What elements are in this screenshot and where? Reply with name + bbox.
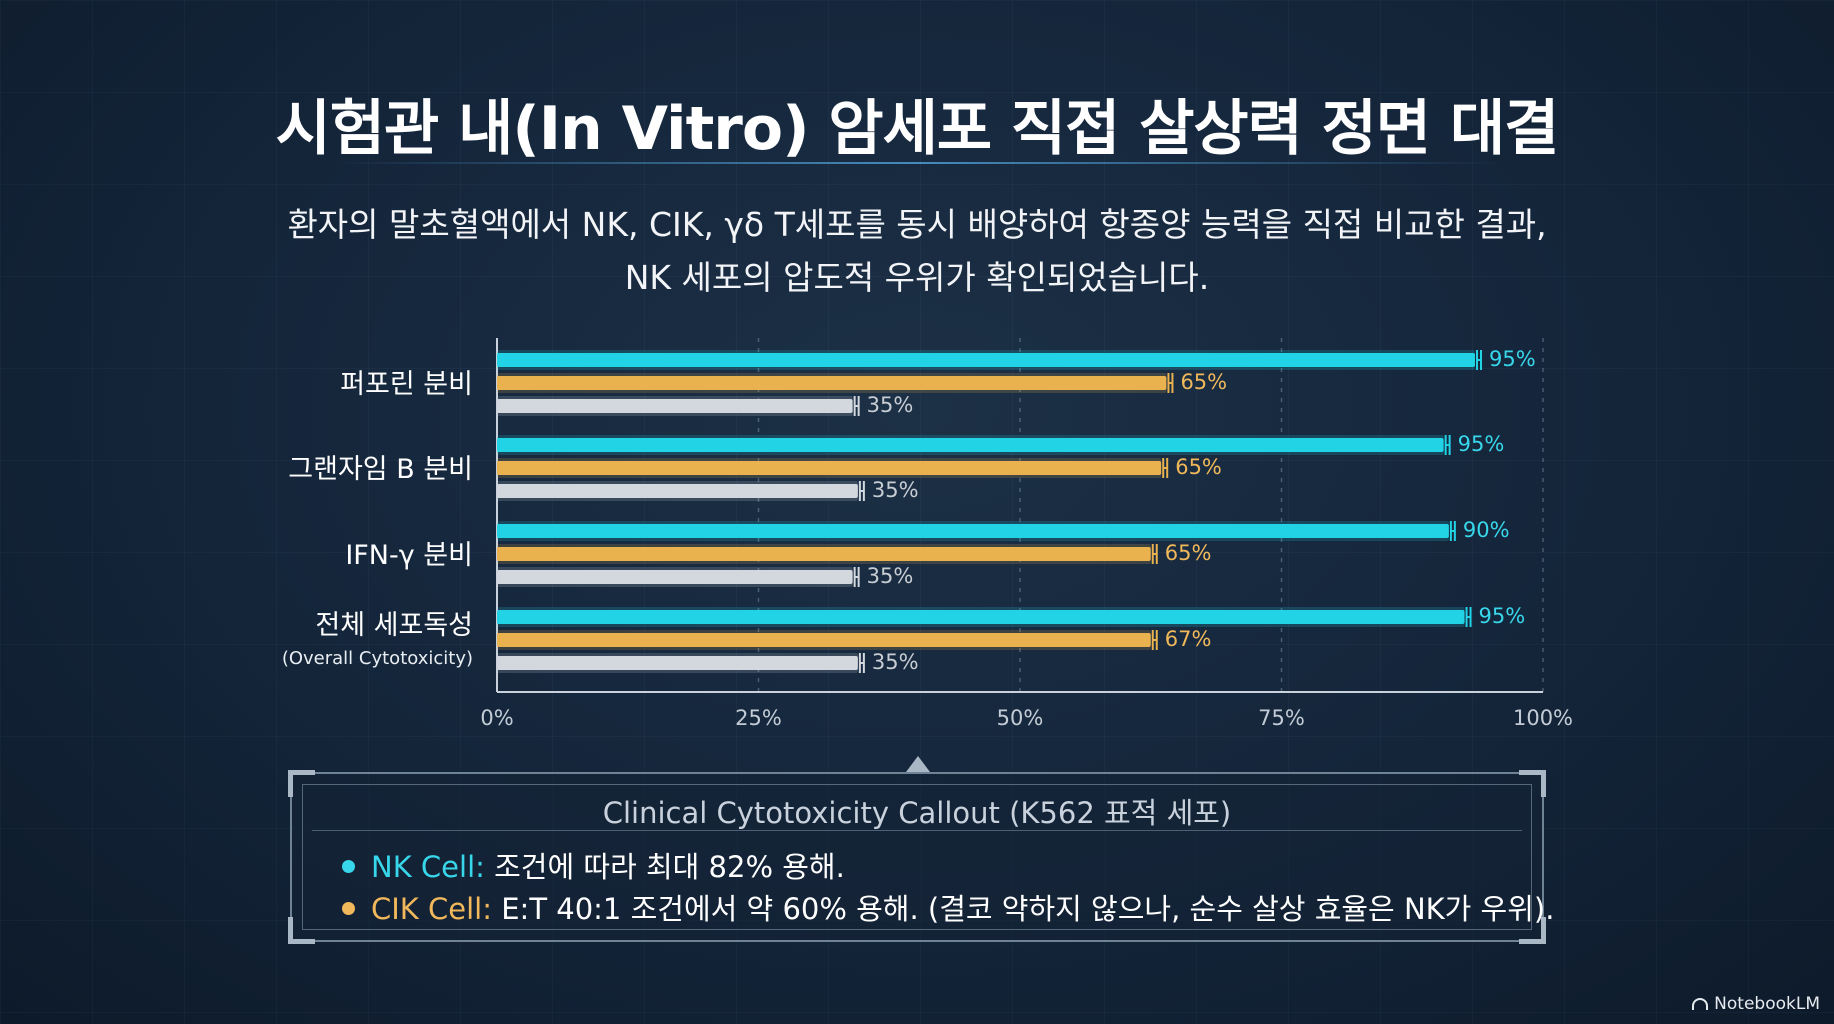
bar (497, 610, 1465, 624)
title-underline (330, 162, 1504, 164)
callout-pointer (906, 756, 930, 772)
notebooklm-icon (1692, 998, 1709, 1010)
x-tick-label: 25% (735, 706, 782, 730)
subtitle-line-1: 환자의 말초혈액에서 NK, CIK, γδ T세포를 동시 배양하여 항종양 … (287, 205, 1547, 244)
bar (497, 570, 853, 584)
bar (497, 656, 858, 670)
callout-item-cik: CIK Cell: E:T 40:1 조건에서 약 60% 용해. (결코 약하… (342, 886, 1554, 928)
category-label: 퍼포린 분비 (340, 369, 473, 400)
callout-item-name: NK Cell: (371, 850, 485, 884)
data-label: 67% (1165, 627, 1212, 651)
category-label: 전체 세포독성 (315, 610, 473, 641)
subtitle: 환자의 말초혈액에서 NK, CIK, γδ T세포를 동시 배양하여 항종양 … (0, 198, 1834, 304)
callout-box: Clinical Cytotoxicity Callout (K562 표적 세… (288, 770, 1554, 944)
category-label: 그랜자임 B 분비 (288, 454, 473, 485)
data-label: 95% (1458, 432, 1505, 456)
callout-divider (312, 830, 1522, 831)
data-label: 65% (1165, 541, 1212, 565)
bar (497, 461, 1162, 475)
cytotoxicity-bar-chart: 0% 25% 50% 75% 100% 퍼포린 분비 95% 65% 35% 그랜자임 B 분비 9… (282, 338, 1573, 730)
data-label: 95% (1489, 347, 1536, 371)
data-label: 90% (1463, 518, 1510, 542)
x-tick-label: 50% (997, 706, 1044, 730)
data-label: 95% (1479, 604, 1526, 628)
bar (497, 547, 1151, 561)
data-label: 65% (1180, 370, 1227, 394)
data-label: 35% (872, 650, 919, 674)
page-title: 시험관 내(In Vitro) 암세포 직접 살상력 정면 대결 (275, 94, 1560, 164)
category-label: IFN-γ 분비 (345, 540, 473, 571)
callout-title: Clinical Cytotoxicity Callout (K562 표적 세… (602, 796, 1232, 830)
callout-corner (1519, 770, 1546, 797)
data-label: 65% (1175, 455, 1222, 479)
callout-item-nk: NK Cell: 조건에 따라 최대 82% 용해. (342, 844, 845, 886)
data-label: 35% (872, 478, 919, 502)
category-sublabel: (Overall Cytotoxicity) (282, 648, 473, 669)
bar (497, 376, 1167, 390)
bar (497, 399, 853, 413)
callout-corner (288, 917, 315, 944)
bar (497, 353, 1476, 367)
bullet-dot (342, 901, 355, 915)
callout-corner (288, 770, 315, 797)
bar (497, 438, 1444, 452)
subtitle-line-2: NK 세포의 압도적 우위가 확인되었습니다. (624, 258, 1210, 297)
bar (497, 633, 1151, 647)
callout-item-text: 조건에 따라 최대 82% 용해. (484, 850, 845, 884)
x-tick-label: 75% (1258, 706, 1305, 730)
callout-item-name: CIK Cell: (371, 892, 493, 926)
brand-watermark: NotebookLM (1692, 994, 1820, 1014)
callout-item-text: E:T 40:1 조건에서 약 60% 용해. (결코 약하지 않으나, 순수 … (492, 892, 1555, 926)
brand-name: NotebookLM (1714, 994, 1820, 1014)
bullet-dot (342, 859, 355, 873)
data-label: 35% (867, 393, 914, 417)
callout-inner-frame (302, 784, 1532, 930)
data-label: 35% (867, 564, 914, 588)
bar (497, 524, 1449, 538)
x-tick-label: 100% (1513, 706, 1573, 730)
callout-corner (1519, 917, 1546, 944)
x-tick-label: 0% (480, 706, 513, 730)
bar (497, 484, 858, 498)
